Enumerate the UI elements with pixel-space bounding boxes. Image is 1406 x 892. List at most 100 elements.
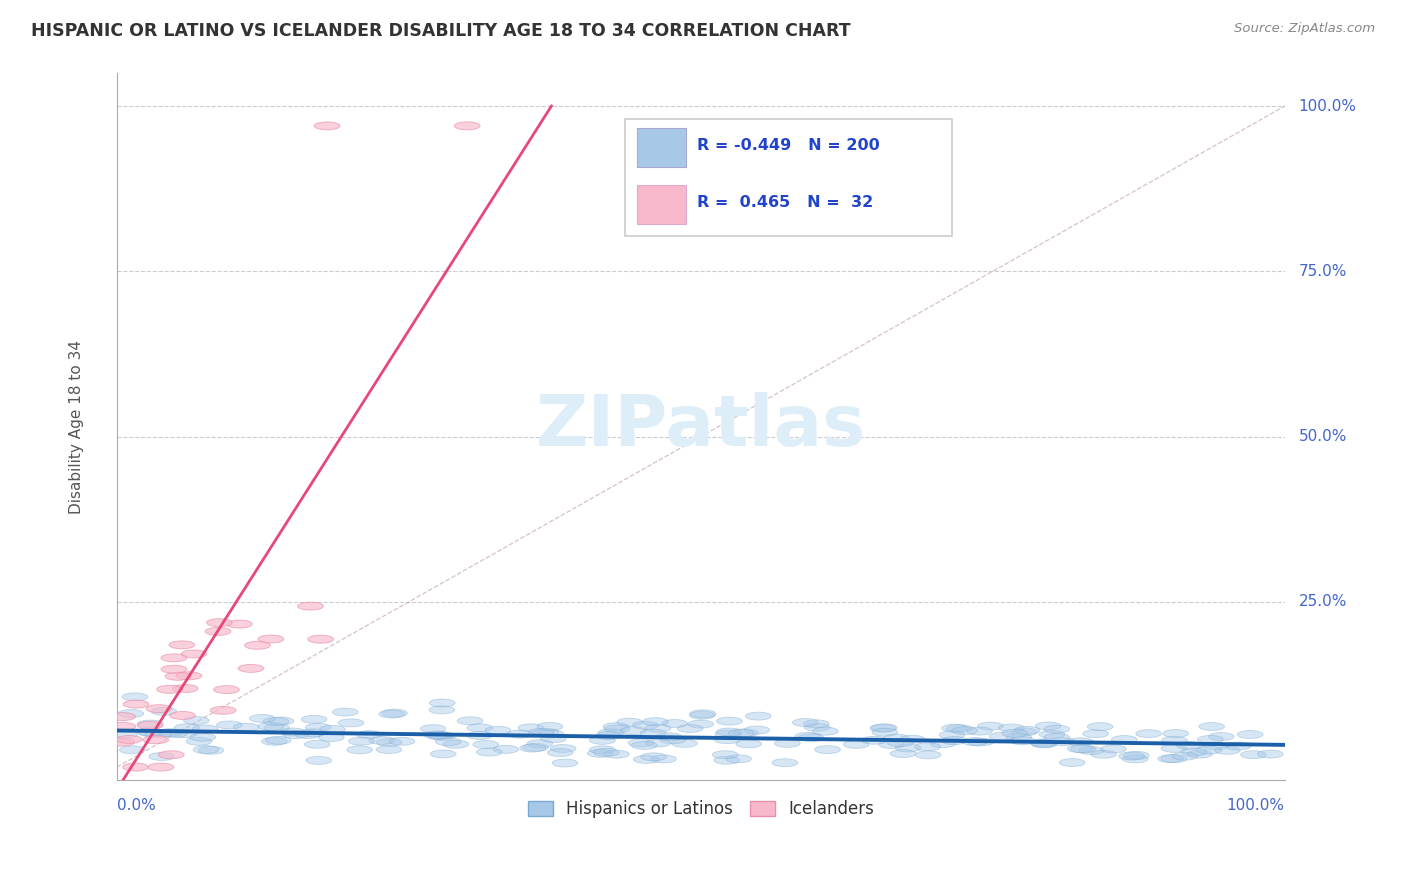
Ellipse shape (120, 746, 145, 754)
Ellipse shape (124, 700, 149, 708)
Ellipse shape (883, 734, 910, 742)
Ellipse shape (249, 714, 276, 723)
Ellipse shape (146, 705, 172, 713)
Ellipse shape (962, 738, 988, 746)
Ellipse shape (689, 711, 716, 719)
Ellipse shape (427, 731, 453, 739)
Text: 100.0%: 100.0% (1299, 98, 1357, 113)
Ellipse shape (1039, 731, 1064, 739)
Ellipse shape (217, 721, 242, 729)
Ellipse shape (593, 748, 619, 756)
Ellipse shape (1208, 732, 1234, 740)
Ellipse shape (269, 717, 294, 725)
Ellipse shape (238, 665, 264, 673)
Ellipse shape (942, 737, 967, 745)
Ellipse shape (1195, 746, 1222, 754)
Ellipse shape (915, 751, 941, 759)
Ellipse shape (538, 730, 564, 738)
Ellipse shape (266, 737, 291, 744)
Ellipse shape (529, 729, 554, 737)
Ellipse shape (896, 744, 921, 752)
Ellipse shape (1237, 731, 1263, 739)
Ellipse shape (1161, 745, 1187, 752)
Ellipse shape (799, 734, 824, 741)
Text: Disability Age 18 to 34: Disability Age 18 to 34 (69, 340, 83, 514)
Ellipse shape (1122, 755, 1149, 763)
Ellipse shape (136, 728, 162, 736)
Ellipse shape (162, 654, 187, 662)
Ellipse shape (1187, 750, 1212, 758)
Ellipse shape (186, 738, 212, 746)
Legend: Hispanics or Latinos, Icelanders: Hispanics or Latinos, Icelanders (522, 794, 880, 825)
Ellipse shape (678, 724, 703, 732)
Ellipse shape (716, 730, 741, 738)
Ellipse shape (589, 737, 616, 744)
Ellipse shape (862, 736, 887, 744)
Ellipse shape (775, 739, 800, 747)
Ellipse shape (319, 733, 344, 741)
Ellipse shape (307, 756, 332, 764)
Ellipse shape (298, 602, 323, 610)
Ellipse shape (605, 725, 630, 733)
Ellipse shape (477, 748, 502, 756)
Ellipse shape (714, 756, 740, 764)
Ellipse shape (233, 723, 259, 731)
Ellipse shape (1199, 723, 1225, 731)
Ellipse shape (174, 724, 200, 731)
Ellipse shape (872, 728, 897, 736)
Ellipse shape (1050, 738, 1076, 746)
Ellipse shape (1163, 730, 1188, 738)
Text: 25.0%: 25.0% (1299, 594, 1347, 609)
Text: 50.0%: 50.0% (1299, 429, 1347, 444)
Ellipse shape (357, 731, 382, 739)
Ellipse shape (170, 712, 195, 720)
Text: 75.0%: 75.0% (1299, 264, 1347, 279)
Ellipse shape (508, 731, 533, 738)
Ellipse shape (190, 733, 215, 741)
Ellipse shape (879, 740, 904, 748)
Ellipse shape (332, 708, 359, 716)
Ellipse shape (672, 739, 697, 747)
Ellipse shape (717, 717, 742, 725)
Ellipse shape (156, 685, 183, 693)
Ellipse shape (814, 746, 841, 754)
Ellipse shape (172, 730, 197, 738)
Ellipse shape (159, 751, 184, 759)
Ellipse shape (1083, 730, 1108, 738)
Ellipse shape (890, 749, 915, 757)
Ellipse shape (1101, 745, 1126, 753)
Ellipse shape (457, 717, 482, 724)
Ellipse shape (183, 716, 209, 724)
FancyBboxPatch shape (637, 185, 686, 224)
Ellipse shape (1159, 755, 1184, 763)
Ellipse shape (1002, 730, 1028, 738)
Ellipse shape (429, 706, 454, 714)
Ellipse shape (651, 755, 676, 763)
Ellipse shape (467, 723, 492, 731)
Ellipse shape (139, 729, 165, 737)
FancyBboxPatch shape (624, 119, 952, 235)
Ellipse shape (138, 722, 163, 730)
Ellipse shape (527, 739, 553, 747)
Ellipse shape (181, 650, 207, 658)
Ellipse shape (368, 737, 395, 745)
Ellipse shape (494, 746, 519, 754)
Ellipse shape (485, 726, 510, 734)
Ellipse shape (1043, 725, 1070, 733)
Ellipse shape (793, 719, 818, 726)
Ellipse shape (1059, 758, 1085, 766)
Ellipse shape (262, 738, 287, 746)
Ellipse shape (547, 748, 574, 756)
Ellipse shape (193, 746, 219, 754)
Ellipse shape (1010, 737, 1035, 745)
Ellipse shape (389, 738, 415, 745)
Ellipse shape (942, 724, 967, 732)
Ellipse shape (967, 727, 993, 735)
Ellipse shape (915, 743, 941, 751)
Ellipse shape (472, 740, 499, 748)
Text: HISPANIC OR LATINO VS ICELANDER DISABILITY AGE 18 TO 34 CORRELATION CHART: HISPANIC OR LATINO VS ICELANDER DISABILI… (31, 22, 851, 40)
Ellipse shape (728, 729, 754, 737)
Ellipse shape (308, 635, 333, 643)
Ellipse shape (145, 730, 170, 738)
Ellipse shape (259, 723, 284, 731)
